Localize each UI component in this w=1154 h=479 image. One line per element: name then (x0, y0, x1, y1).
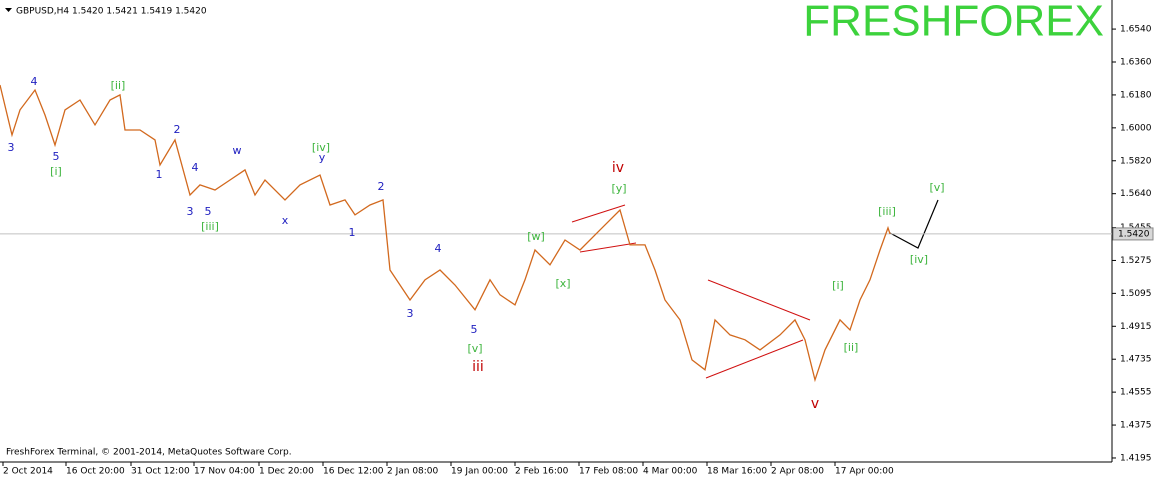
wave-label: [v] (929, 181, 944, 194)
wave-label: 1 (349, 226, 356, 239)
wave-label: 5 (205, 205, 212, 218)
copyright: FreshForex Terminal, © 2001-2014, MetaQu… (6, 448, 292, 458)
wave-label: [i] (50, 165, 62, 178)
menu-arrow[interactable] (5, 8, 12, 12)
wave-label: 1 (156, 168, 163, 181)
x-tick-label: 16 Dec 12:00 (323, 467, 384, 477)
x-tick-label: 17 Feb 08:00 (579, 467, 638, 477)
symbol-info: GBPUSD,H4 1.5420 1.5421 1.5419 1.5420 (16, 7, 207, 17)
wave-label: 5 (471, 323, 478, 336)
x-tick-label: 2 Jan 08:00 (387, 467, 439, 477)
wave-label: iii (472, 359, 484, 375)
y-tick-label: 1.6000 (1120, 123, 1152, 133)
wave-label: y (319, 151, 326, 164)
y-tick-label: 1.4555 (1120, 388, 1152, 398)
x-tick-label: 19 Jan 00:00 (451, 467, 508, 477)
wave-label: v (811, 396, 819, 412)
triangle-line (707, 279, 811, 321)
y-tick-label: 1.6180 (1120, 90, 1152, 100)
wave-label: [iv] (312, 141, 330, 154)
y-tick-label: 1.4915 (1120, 322, 1152, 332)
wave-label: [iv] (910, 253, 928, 266)
price-line-series (0, 84, 891, 383)
y-tick-label: 1.6540 (1120, 25, 1152, 35)
wave-label: x (282, 214, 289, 227)
y-tick-label: 1.6360 (1120, 58, 1152, 68)
y-tick-label: 1.4195 (1120, 453, 1152, 463)
wave-label: [y] (611, 182, 626, 195)
wave-label: 2 (174, 123, 181, 136)
y-tick-label: 1.5275 (1120, 256, 1152, 266)
x-tick-label: 2 Oct 2014 (3, 467, 53, 477)
price-label: 1.5420 (1118, 229, 1150, 239)
wave-label: [w] (527, 230, 545, 243)
x-tick-label: 2 Feb 16:00 (515, 467, 569, 477)
wave-label: [ii] (844, 341, 859, 354)
wave-label: w (233, 144, 242, 157)
wave-label: [x] (555, 277, 570, 290)
wave-label: 4 (31, 75, 38, 88)
wave-label: [i] (832, 279, 844, 292)
x-tick-label: 17 Nov 04:00 (194, 467, 255, 477)
y-tick-label: 1.5640 (1120, 189, 1152, 199)
x-tick-label: 31 Oct 12:00 (131, 467, 190, 477)
x-tick-label: 16 Oct 20:00 (66, 467, 125, 477)
channel-line (579, 242, 637, 253)
wave-lines (571, 204, 811, 379)
y-tick-label: 1.5820 (1120, 156, 1152, 166)
triangle-line (705, 339, 804, 379)
wave-label: [v] (467, 342, 482, 355)
wave-label: 3 (407, 307, 414, 320)
x-tick-label: 4 Mar 00:00 (643, 467, 698, 477)
y-tick-label: 1.4375 (1120, 421, 1152, 431)
y-tick-label: 1.5095 (1120, 289, 1152, 299)
y-tick-label: 1.4735 (1120, 355, 1152, 365)
wave-label: [ii] (111, 79, 126, 92)
wave-label: 4 (192, 161, 199, 174)
wave-label: 4 (435, 242, 442, 255)
price-label-box (1112, 227, 1154, 241)
x-tick-label: 2 Apr 08:00 (771, 467, 824, 477)
wave-label: [iii] (201, 220, 219, 233)
wave-label: 2 (378, 180, 385, 193)
wave-label: [iii] (878, 205, 896, 218)
wave-label: 5 (53, 150, 60, 163)
wave-label: iv (612, 160, 624, 176)
x-tick-label: 1 Dec 20:00 (259, 467, 314, 477)
x-tick-label: 18 Mar 16:00 (707, 467, 767, 477)
wave-label: 3 (8, 141, 15, 154)
projection-line (889, 199, 939, 249)
chart-title: FRESHFOREX (803, 0, 1104, 46)
channel-line (571, 204, 626, 223)
wave-label: 3 (187, 205, 194, 218)
x-tick-label: 17 Apr 00:00 (835, 467, 894, 477)
